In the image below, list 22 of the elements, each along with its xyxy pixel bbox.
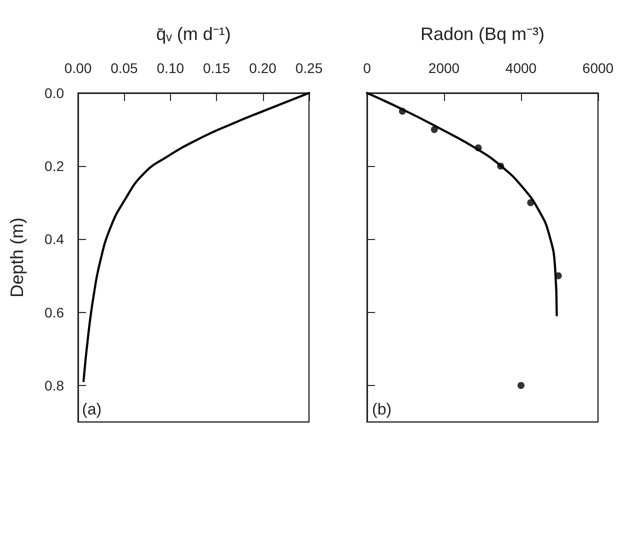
x-tick-label: 0.25 — [295, 60, 323, 76]
x-tick-label: 6000 — [582, 60, 614, 76]
y-tick-label: 0.2 — [44, 158, 64, 174]
y-tick-label: 0.8 — [44, 377, 64, 394]
annotation: (a) — [82, 402, 102, 418]
y-tick-label: 0.4 — [44, 231, 64, 248]
x-tick-label: 0.20 — [249, 60, 277, 76]
x-axis-title: Radon (Bq m⁻³) — [420, 24, 545, 44]
x-axis-title: q̄ᵥ (m d⁻¹) — [156, 24, 231, 44]
x-tick-label: 0.10 — [156, 60, 184, 76]
x-tick-label: 4000 — [505, 60, 537, 76]
x-tick-label: 2000 — [428, 60, 460, 76]
point — [518, 382, 524, 389]
x-tick-label: 0.15 — [202, 60, 230, 76]
x-tick-label: 0 — [363, 60, 372, 76]
y-tick-label: 0.6 — [44, 304, 64, 320]
x-tick-label: 0.00 — [64, 60, 92, 76]
y-tick-label: 0.0 — [44, 85, 64, 101]
y-axis-title: Depth (m) — [7, 217, 27, 298]
line-series — [82, 92, 310, 382]
x-tick-label: 0.05 — [110, 60, 138, 76]
annotation: (b) — [372, 402, 392, 418]
